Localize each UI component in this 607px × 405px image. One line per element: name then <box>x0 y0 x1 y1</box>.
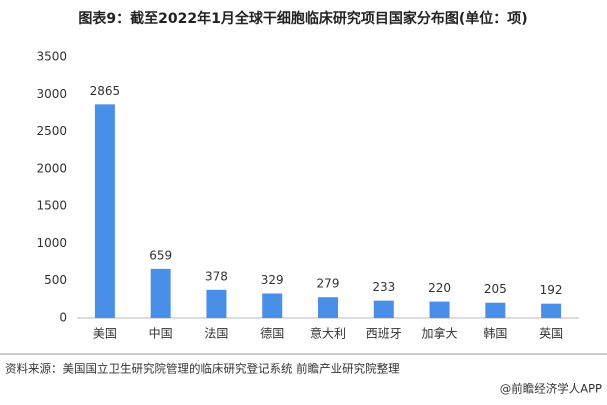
x-tick-label: 美国 <box>93 327 117 341</box>
y-tick-label: 500 <box>44 273 67 287</box>
x-tick-label: 英国 <box>539 327 563 341</box>
bar <box>318 297 338 318</box>
y-tick-label: 0 <box>59 311 67 325</box>
bar <box>206 289 227 318</box>
value-label: 233 <box>372 280 395 294</box>
y-tick-label: 2500 <box>36 124 67 138</box>
bar <box>541 303 562 318</box>
source-note: 资料来源：美国国立卫生研究院管理的临床研究登记系统 前瞻产业研究院整理 <box>5 362 400 376</box>
y-tick-label: 1000 <box>36 236 67 250</box>
value-label: 659 <box>149 248 172 262</box>
bar <box>485 302 506 318</box>
x-tick-label: 法国 <box>204 327 228 341</box>
value-label: 329 <box>261 273 284 287</box>
x-tick-label: 西班牙 <box>366 327 402 341</box>
value-label: 220 <box>428 281 451 295</box>
value-label: 205 <box>484 282 507 296</box>
bar <box>150 268 171 318</box>
bar <box>262 293 283 318</box>
x-tick-label: 加拿大 <box>422 326 458 341</box>
x-tick-label: 中国 <box>149 326 173 341</box>
bar <box>373 300 394 318</box>
value-label: 279 <box>317 277 340 291</box>
credit: @前瞻经济学人APP <box>500 382 602 396</box>
bar <box>94 104 115 318</box>
value-label: 192 <box>540 283 563 297</box>
x-tick-label: 意大利 <box>310 326 346 341</box>
chart-title: 图表9：截至2022年1月全球干细胞临床研究项目国家分布图(单位：项) <box>78 10 527 27</box>
x-tick-label: 韩国 <box>483 326 507 341</box>
y-tick-label: 3500 <box>36 50 67 64</box>
y-tick-label: 1500 <box>36 199 67 213</box>
value-label: 2865 <box>90 84 121 98</box>
value-label: 378 <box>205 269 228 283</box>
bar <box>429 301 450 318</box>
x-tick-label: 德国 <box>260 326 284 341</box>
y-tick-label: 2000 <box>36 161 67 175</box>
y-tick-label: 3000 <box>36 87 67 101</box>
